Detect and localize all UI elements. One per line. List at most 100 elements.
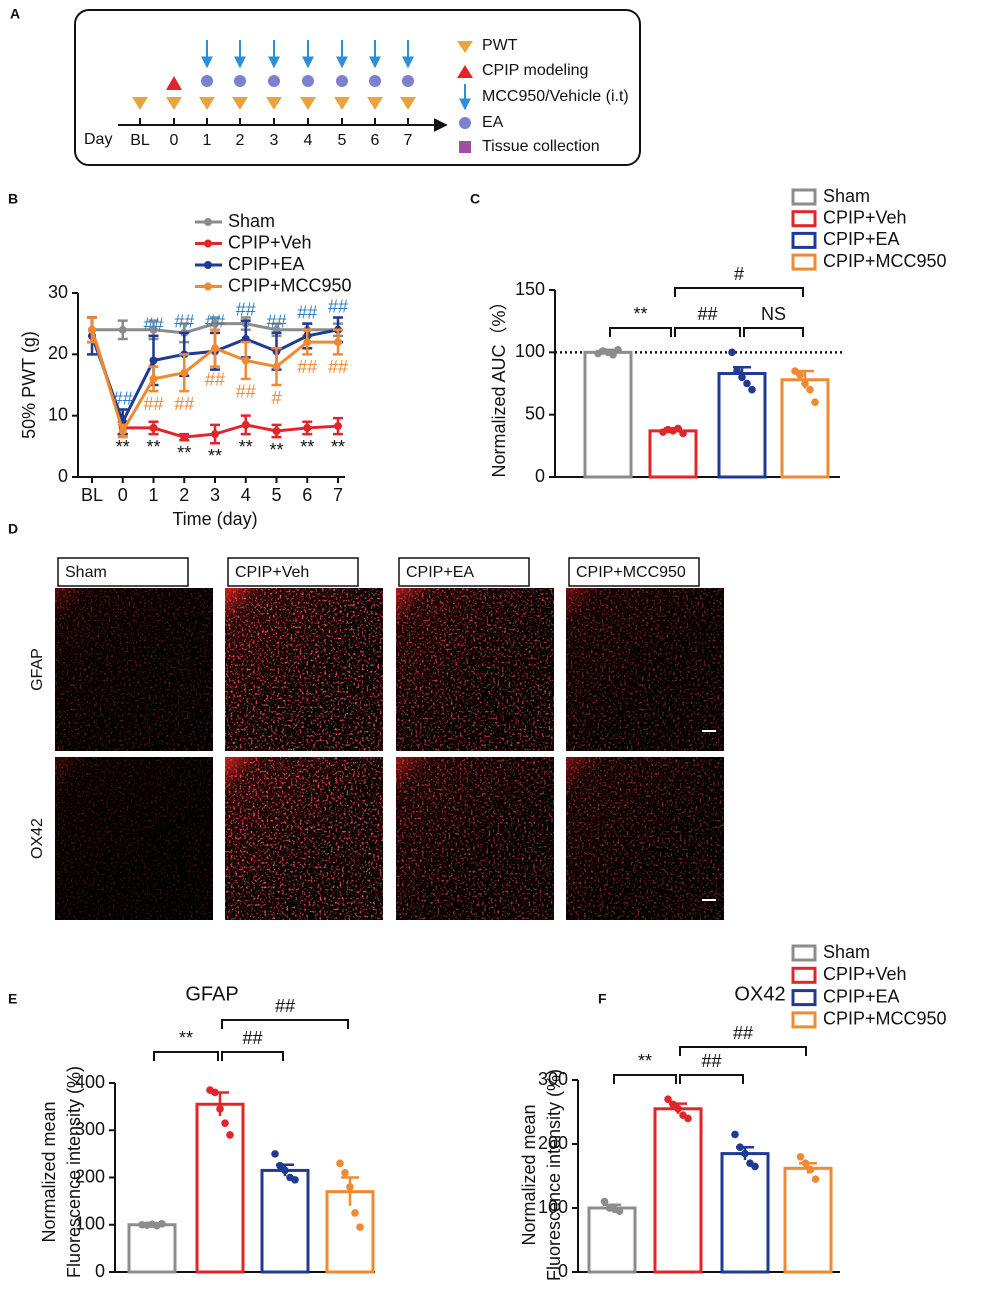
data-point [614,346,622,354]
bar [648,429,698,479]
x-tick-label: BL [81,485,103,505]
timeline-legend-label: Tissue collection [482,138,600,155]
data-point [801,1159,810,1167]
image-label: CPIP+MCC950 [576,564,686,581]
data-point [346,1183,354,1191]
significance-label: ## [297,357,317,377]
timeline-day: 4 [304,132,313,149]
significance-label: ## [205,312,225,332]
series-marker [211,430,219,439]
x-tick-label: 3 [210,485,220,505]
data-point [291,1176,299,1184]
data-point [679,429,687,438]
significance-label: ** [208,446,222,466]
legend-pwt [457,41,473,53]
ea-icon [302,75,314,87]
series-marker [303,338,312,347]
series-marker [149,423,158,432]
series-marker [211,319,219,328]
legend-label: CPIP+MCC950 [823,251,947,271]
legend-swatch [791,1011,817,1029]
cpip-icon [166,76,182,90]
bar [195,1102,245,1274]
significance-bracket [674,287,804,297]
data-point [609,351,617,359]
significance-bracket [679,1046,807,1056]
legend-swatch [791,188,817,206]
legend-label: CPIP+MCC950 [823,1009,947,1029]
y-axis-label: Normalized mean [39,1101,59,1242]
data-point [741,1149,749,1158]
timeline-day: 1 [203,132,212,149]
data-point [801,379,809,388]
series-marker [241,420,250,429]
y-tick-label: 20 [48,343,68,363]
significance-label: ** [638,1051,652,1071]
data-point [738,373,746,382]
data-point [684,1114,692,1123]
data-point [216,1105,224,1113]
micrograph-edge [55,757,213,920]
series-marker [118,325,127,334]
significance-label: ** [116,437,130,457]
timeline-day: 6 [371,132,380,149]
legend-cpip [457,65,473,78]
data-point [615,1207,624,1215]
data-point [806,1165,815,1174]
significance-label: ## [328,357,348,377]
significance-bracket [679,1074,744,1084]
data-point [351,1209,359,1217]
row-label: OX42 [29,818,46,859]
data-point [158,1220,166,1228]
significance-label: ## [143,394,163,414]
data-point [221,1119,229,1127]
data-point [674,1105,682,1113]
data-point [731,1130,739,1139]
significance-bracket [221,1019,349,1029]
data-point [271,1150,279,1158]
data-point [281,1166,289,1175]
legend-swatch [791,231,817,249]
ea-icon [201,75,213,87]
series-marker [149,356,158,365]
image-label: CPIP+EA [406,564,474,581]
image-label: Sham [65,564,107,581]
y-axis-label: Normalized AUC（%） [489,292,509,477]
timeline-legend-label: MCC950/Vehicle (i.t) [482,88,629,105]
data-point [806,385,814,394]
legend-label: Sham [823,942,870,962]
bar [780,378,830,479]
ea-icon [268,75,280,87]
pwt-icon [300,97,316,110]
pwt-icon [334,97,350,110]
legend-swatch [791,966,817,984]
micrograph-edge [55,588,213,751]
data-point [226,1131,234,1139]
image-label-box [568,557,700,587]
significance-label: ** [239,437,253,457]
timeline-day: BL [130,132,150,149]
legend-label: CPIP+MCC950 [228,275,352,295]
series-marker [241,356,250,365]
data-point [811,398,819,407]
y-tick-label: 30 [48,282,68,302]
y-tick-label: 150 [515,279,545,299]
legend-swatch [791,210,817,228]
timeline-day: 5 [338,132,347,149]
y-tick-label: 50 [525,403,545,423]
y-tick-label: 200 [75,1166,105,1186]
bar [587,1206,637,1274]
legend-swatch [791,989,817,1007]
series-marker [211,344,219,353]
series-marker [272,362,281,371]
timeline-legend-label: CPIP modeling [482,62,588,79]
legend-marker [204,239,212,248]
bar [720,1152,770,1274]
timeline-day: 3 [270,132,279,149]
legend-label: Sham [228,211,275,231]
pwt-icon [232,97,248,110]
significance-label: ## [242,1028,262,1048]
image-label-box [398,557,530,587]
significance-label: ** [633,304,647,324]
pwt-icon [166,97,182,110]
